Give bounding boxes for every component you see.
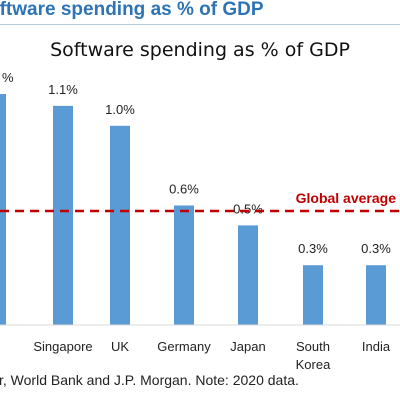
- bar-germany: [174, 205, 194, 325]
- bar-partial: [0, 94, 6, 325]
- data-label: 0.6%: [169, 181, 199, 196]
- page-heading: oftware spending as % of GDP: [0, 0, 400, 23]
- chart-title: Software spending as % of GDP: [50, 39, 350, 61]
- source-note: r, World Bank and J.P. Morgan. Note: 202…: [0, 372, 400, 396]
- bar-south-korea: [303, 265, 323, 325]
- x-tick-label: Germany: [157, 339, 211, 354]
- source-note-text: r, World Bank and J.P. Morgan. Note: 202…: [0, 372, 299, 388]
- x-tick-label: Japan: [230, 339, 265, 354]
- x-tick-label: UK: [111, 339, 129, 354]
- data-label: 0.5%: [233, 201, 263, 216]
- data-label: 0.3%: [298, 241, 328, 256]
- x-tick-label: South: [296, 339, 330, 354]
- heading-divider: [0, 24, 400, 25]
- x-tick-label: India: [362, 339, 391, 354]
- bars-group: [0, 94, 386, 325]
- page-heading-text: oftware spending as % of GDP: [0, 0, 264, 20]
- x-tick-label: Korea: [296, 357, 331, 372]
- x-tick-label: Singapore: [33, 339, 92, 354]
- bar-japan: [238, 225, 258, 325]
- bar-uk: [110, 125, 130, 325]
- data-label: 1.0%: [105, 102, 135, 117]
- x-tick-labels-group: Singapore UK Germany Japan South Korea India: [33, 339, 390, 372]
- data-label: 0.3%: [361, 241, 391, 256]
- global-average-label: Global average: [296, 190, 397, 206]
- bar-india: [366, 265, 386, 325]
- data-labels-group: % 1.1% 1.0% 0.6% 0.5% 0.3% 0.3%: [2, 70, 391, 256]
- bar-singapore: [53, 105, 73, 325]
- data-label: %: [2, 70, 14, 85]
- data-label: 1.1%: [48, 82, 78, 97]
